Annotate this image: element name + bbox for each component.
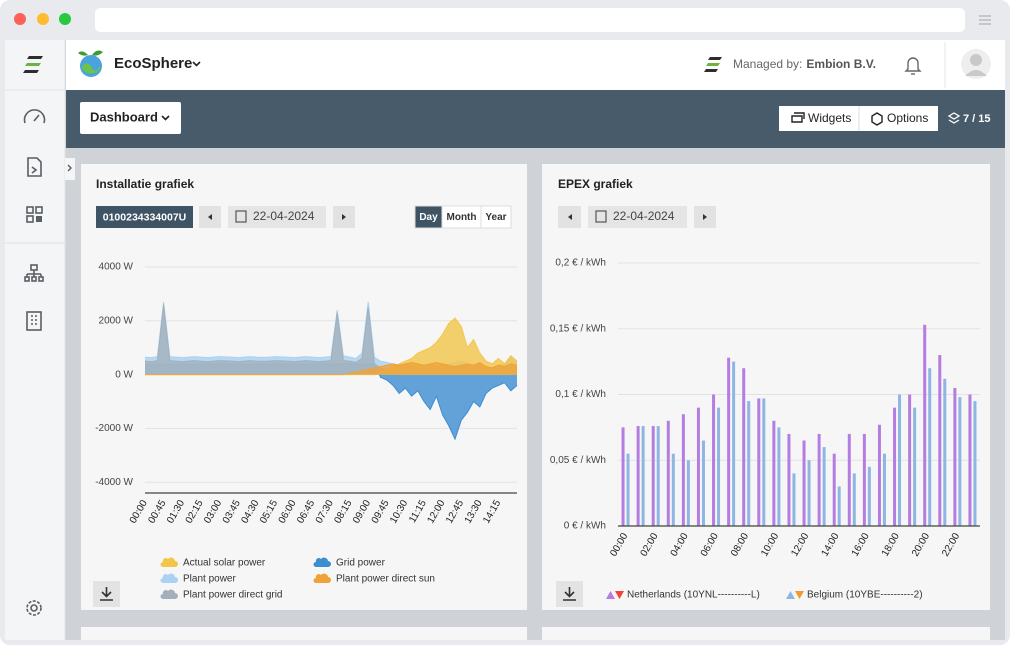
bar — [923, 325, 926, 526]
bar — [818, 434, 821, 526]
y-tick-label: 0,1 € / kWh — [555, 389, 606, 400]
bar — [777, 427, 780, 526]
bar — [938, 355, 941, 526]
bar — [772, 421, 775, 526]
managed-label: Managed by: — [733, 57, 802, 71]
card-title: Installatie grafiek — [96, 177, 194, 191]
bar — [697, 408, 700, 526]
dashboard-label: Dashboard — [90, 109, 158, 124]
bar — [727, 358, 730, 526]
bar — [853, 473, 856, 526]
bar — [712, 395, 715, 527]
widget-count: 7 / 15 — [963, 113, 991, 125]
bar — [637, 426, 640, 526]
y-tick-label: 0,15 € / kWh — [550, 323, 606, 334]
address-bar[interactable] — [95, 8, 965, 32]
close-dot[interactable] — [14, 13, 26, 25]
legend-label: Netherlands (10YNL----------L) — [627, 590, 760, 601]
bar — [943, 379, 946, 526]
bar — [898, 395, 901, 527]
bar — [622, 427, 625, 526]
bar — [958, 397, 961, 526]
bar — [672, 454, 675, 526]
bar — [838, 487, 841, 526]
legend-label: Plant power direct sun — [336, 574, 435, 585]
legend-label: Actual solar power — [183, 558, 266, 569]
bar — [953, 388, 956, 526]
bar — [762, 398, 765, 526]
legend-label: Plant power direct grid — [183, 590, 283, 601]
zoom-dot[interactable] — [59, 13, 71, 25]
bar — [682, 414, 685, 526]
period-label: Day — [419, 212, 438, 223]
bar — [973, 401, 976, 526]
minimize-dot[interactable] — [37, 13, 49, 25]
app-name[interactable]: EcoSphere — [114, 55, 192, 72]
y-tick-label: 0 € / kWh — [564, 521, 606, 532]
card — [542, 627, 990, 640]
bar — [742, 368, 745, 526]
bar — [667, 421, 670, 526]
y-tick-label: 0,05 € / kWh — [550, 455, 606, 466]
bar — [803, 441, 806, 526]
date: 22-04-2024 — [613, 209, 675, 223]
bar — [913, 408, 916, 526]
bar — [908, 395, 911, 527]
card — [81, 627, 527, 640]
bar — [732, 362, 735, 526]
installation-id: 0100234334007U — [103, 211, 187, 223]
managed-company: Embion B.V. — [806, 57, 876, 71]
bar — [968, 395, 971, 527]
y-tick-label: 4000 W — [99, 262, 134, 273]
widgets-label: Widgets — [808, 111, 851, 125]
y-tick-label: -2000 W — [95, 423, 133, 434]
options-label: Options — [887, 111, 928, 125]
card-title: EPEX grafiek — [558, 177, 633, 191]
bar — [747, 401, 750, 526]
bar — [757, 398, 760, 526]
bar — [928, 368, 931, 526]
legend-label: Belgium (10YBE----------2) — [807, 590, 923, 601]
legend-label: Grid power — [336, 558, 386, 569]
bar — [823, 447, 826, 526]
bar — [702, 441, 705, 526]
bar — [792, 473, 795, 526]
sidebar — [5, 40, 65, 640]
period-label: Year — [485, 212, 506, 223]
bar — [848, 434, 851, 526]
bar — [863, 434, 866, 526]
bar — [642, 426, 645, 526]
bar — [657, 426, 660, 526]
avatar[interactable] — [961, 49, 991, 79]
bar — [868, 467, 871, 526]
bar — [878, 425, 881, 526]
bar — [717, 408, 720, 526]
bar — [893, 408, 896, 526]
y-tick-label: 0 W — [115, 369, 133, 380]
date: 22-04-2024 — [253, 209, 315, 223]
y-tick-label: -4000 W — [95, 477, 133, 488]
bar — [627, 454, 630, 526]
y-tick-label: 0,2 € / kWh — [555, 258, 606, 269]
y-tick-label: 2000 W — [99, 315, 134, 326]
period-label: Month — [447, 212, 477, 223]
bar — [652, 426, 655, 526]
bar — [808, 460, 811, 526]
bar — [687, 460, 690, 526]
legend-label: Plant power — [183, 574, 236, 585]
bar — [883, 454, 886, 526]
bar — [787, 434, 790, 526]
bar — [833, 454, 836, 526]
